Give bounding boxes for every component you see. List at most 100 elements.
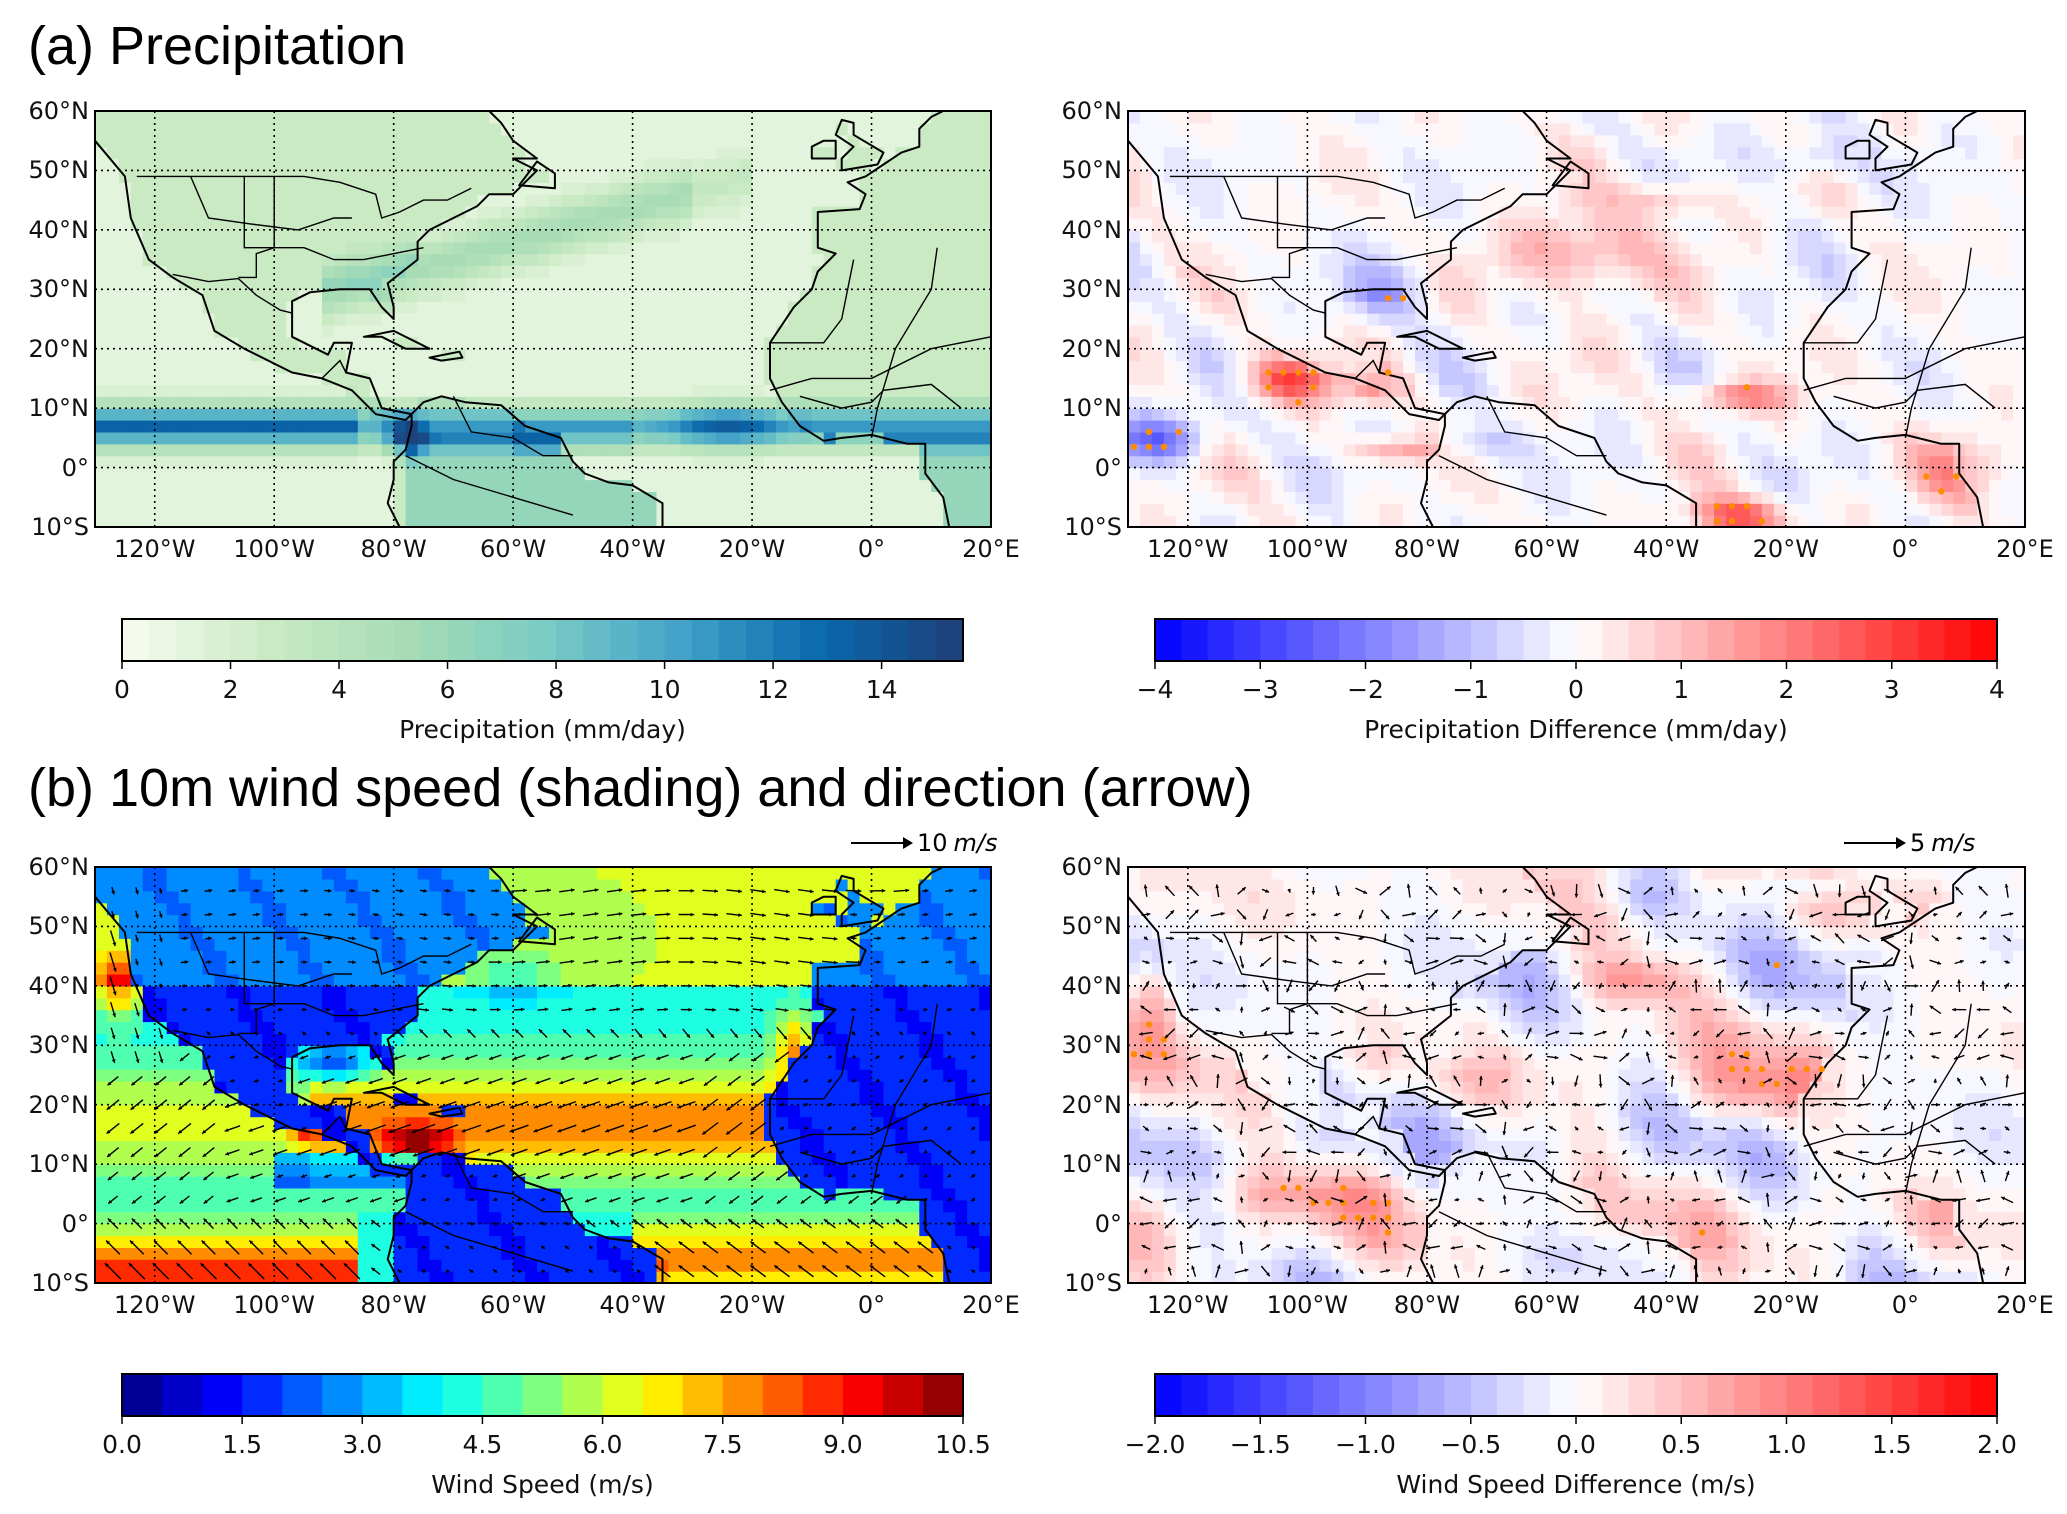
country-border <box>405 455 574 516</box>
field-cell <box>1403 491 1416 504</box>
field-cell <box>1307 455 1320 469</box>
field-cell <box>632 396 646 409</box>
field-cell <box>1439 503 1452 516</box>
field-cell <box>1773 515 1787 528</box>
field-cell <box>1187 348 1201 362</box>
field-cell <box>1773 134 1787 148</box>
field-cell <box>1498 384 1512 397</box>
field-cell <box>1498 372 1512 385</box>
field-cell <box>1917 503 1930 516</box>
field-cell <box>166 111 180 124</box>
field-cell <box>1187 479 1201 492</box>
field-cell <box>1439 479 1452 492</box>
field-cell <box>1175 515 1189 528</box>
field-cell <box>919 396 932 409</box>
field-cell <box>178 491 192 504</box>
field-cell <box>1235 289 1249 302</box>
field-cell <box>381 265 395 278</box>
field-cell <box>1367 182 1380 195</box>
field-cell <box>178 194 192 207</box>
field-cell <box>776 182 789 195</box>
field-cell <box>274 467 287 481</box>
field-cell <box>776 313 789 326</box>
field-cell <box>1247 146 1261 160</box>
field-cell <box>1726 408 1739 421</box>
coastline <box>362 329 431 350</box>
field-cell <box>608 301 622 314</box>
field-cell <box>1714 479 1727 492</box>
field-cell <box>1702 122 1715 136</box>
field-cell <box>1738 479 1751 492</box>
field-cell <box>859 467 873 481</box>
field-cell <box>118 229 132 243</box>
field-cell <box>1295 277 1308 290</box>
field-cell <box>1714 265 1727 278</box>
field-cell <box>1163 324 1177 338</box>
field-cell <box>1821 515 1835 528</box>
field-cell <box>1415 253 1428 267</box>
field-cell <box>596 420 610 433</box>
field-cell <box>1905 253 1918 267</box>
field-cell <box>214 229 227 243</box>
field-cell <box>1247 348 1261 362</box>
field-cell <box>513 503 526 516</box>
field-cell <box>441 443 454 457</box>
field-cell <box>1666 360 1679 374</box>
field-cell <box>214 324 227 338</box>
field-cell <box>537 455 550 469</box>
field-cell <box>1893 206 1906 219</box>
field-cell <box>1163 491 1177 504</box>
field-cell <box>250 301 263 314</box>
field-cell <box>405 229 419 243</box>
field-cell <box>357 241 371 255</box>
field-cell <box>453 336 466 350</box>
field-cell <box>1403 194 1416 207</box>
field-cell <box>1391 146 1404 160</box>
field-cell <box>1738 277 1751 290</box>
field-cell <box>1773 111 1787 124</box>
field-cell <box>1558 194 1572 207</box>
field-cell <box>1666 455 1679 469</box>
field-cell <box>142 324 156 338</box>
field-cell <box>668 146 681 160</box>
field-cell <box>1630 134 1643 148</box>
field-cell <box>513 122 526 136</box>
field-cell <box>787 503 801 516</box>
field-cell <box>1510 313 1524 326</box>
field-cell <box>1797 253 1811 267</box>
field-cell <box>1702 372 1715 385</box>
field-cell <box>811 253 825 267</box>
field-cell <box>1869 515 1883 528</box>
field-cell <box>1654 289 1667 302</box>
field-cell <box>596 336 610 350</box>
field-cell <box>1187 265 1201 278</box>
field-cell <box>1773 324 1787 338</box>
field-cell <box>453 467 466 481</box>
field-cell <box>513 241 526 255</box>
field-cell <box>596 194 610 207</box>
field-cell <box>262 396 275 409</box>
field-cell <box>202 277 215 290</box>
field-cell <box>1606 229 1619 243</box>
field-cell <box>417 431 431 445</box>
field-cell <box>1917 443 1930 457</box>
field-cell <box>1582 241 1596 255</box>
field-cell <box>1295 206 1308 219</box>
field-cell <box>393 218 407 231</box>
field-cell <box>764 206 777 219</box>
field-cell <box>1271 408 1285 421</box>
field-cell <box>477 324 490 338</box>
field-cell <box>1319 420 1332 433</box>
field-cell <box>1773 122 1787 136</box>
field-cell <box>106 146 120 160</box>
field-cell <box>608 396 622 409</box>
field-cell <box>1845 503 1859 516</box>
field-cell <box>142 277 156 290</box>
field-cell <box>776 467 789 481</box>
field-cell <box>1128 277 1141 290</box>
field-cell <box>764 491 777 504</box>
field-cell <box>1594 218 1607 231</box>
field-cell <box>560 182 574 195</box>
field-cell <box>417 158 431 171</box>
field-cell <box>357 313 371 326</box>
